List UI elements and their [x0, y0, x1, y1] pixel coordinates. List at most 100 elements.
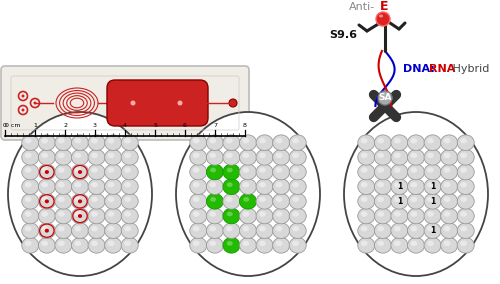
Ellipse shape	[104, 164, 122, 180]
Ellipse shape	[408, 193, 424, 209]
Ellipse shape	[378, 167, 384, 173]
Ellipse shape	[378, 197, 384, 202]
Ellipse shape	[42, 182, 48, 187]
Ellipse shape	[193, 211, 200, 217]
Ellipse shape	[124, 226, 131, 231]
Ellipse shape	[74, 197, 82, 202]
Ellipse shape	[378, 182, 384, 187]
Ellipse shape	[58, 153, 64, 158]
Ellipse shape	[289, 223, 306, 239]
Ellipse shape	[457, 150, 474, 165]
Ellipse shape	[242, 138, 250, 143]
Ellipse shape	[42, 153, 48, 158]
Ellipse shape	[223, 135, 240, 151]
Ellipse shape	[72, 150, 88, 165]
Ellipse shape	[276, 211, 282, 217]
Ellipse shape	[457, 208, 474, 224]
Ellipse shape	[292, 167, 299, 173]
Ellipse shape	[289, 193, 306, 209]
Ellipse shape	[460, 241, 467, 246]
Ellipse shape	[410, 153, 418, 158]
Ellipse shape	[72, 179, 88, 195]
Ellipse shape	[358, 150, 375, 165]
Ellipse shape	[358, 179, 375, 195]
Text: 1: 1	[430, 197, 435, 206]
Ellipse shape	[42, 211, 48, 217]
Text: 2: 2	[63, 123, 67, 128]
Ellipse shape	[78, 170, 82, 174]
Ellipse shape	[240, 179, 256, 195]
Ellipse shape	[240, 208, 256, 224]
Ellipse shape	[444, 226, 450, 231]
Ellipse shape	[55, 208, 72, 224]
Ellipse shape	[457, 223, 474, 239]
Ellipse shape	[223, 223, 240, 239]
Ellipse shape	[440, 208, 458, 224]
Ellipse shape	[408, 135, 424, 151]
Ellipse shape	[104, 135, 122, 151]
Ellipse shape	[91, 167, 98, 173]
Ellipse shape	[223, 208, 240, 224]
Ellipse shape	[440, 164, 458, 180]
Ellipse shape	[25, 182, 32, 187]
Ellipse shape	[410, 241, 418, 246]
Text: 5: 5	[153, 123, 157, 128]
Ellipse shape	[206, 193, 224, 209]
Circle shape	[378, 91, 392, 105]
Ellipse shape	[22, 164, 39, 180]
Ellipse shape	[240, 223, 256, 239]
Ellipse shape	[44, 170, 49, 174]
Ellipse shape	[88, 237, 105, 253]
Ellipse shape	[72, 223, 88, 239]
Ellipse shape	[210, 211, 216, 217]
Ellipse shape	[408, 179, 424, 195]
Ellipse shape	[424, 179, 441, 195]
Ellipse shape	[88, 193, 105, 209]
Ellipse shape	[276, 167, 282, 173]
Ellipse shape	[374, 164, 392, 180]
Ellipse shape	[55, 150, 72, 165]
Ellipse shape	[88, 135, 105, 151]
Ellipse shape	[427, 167, 434, 173]
Text: 1: 1	[33, 123, 37, 128]
Ellipse shape	[193, 226, 200, 231]
Text: E: E	[380, 0, 388, 12]
Text: 6: 6	[183, 123, 187, 128]
Ellipse shape	[378, 138, 384, 143]
Ellipse shape	[391, 179, 408, 195]
Ellipse shape	[427, 211, 434, 217]
Ellipse shape	[121, 150, 138, 165]
Ellipse shape	[88, 208, 105, 224]
Ellipse shape	[391, 135, 408, 151]
Ellipse shape	[72, 135, 88, 151]
Ellipse shape	[292, 153, 299, 158]
Text: Hybrid: Hybrid	[449, 64, 490, 74]
Ellipse shape	[444, 167, 450, 173]
Ellipse shape	[223, 237, 240, 253]
Text: S9.6: S9.6	[329, 30, 357, 40]
Ellipse shape	[25, 197, 32, 202]
Ellipse shape	[210, 226, 216, 231]
Ellipse shape	[358, 135, 375, 151]
Ellipse shape	[292, 182, 299, 187]
Ellipse shape	[58, 226, 64, 231]
Ellipse shape	[240, 164, 256, 180]
Ellipse shape	[226, 197, 232, 202]
Ellipse shape	[460, 138, 467, 143]
Ellipse shape	[38, 150, 56, 165]
Ellipse shape	[256, 223, 273, 239]
Ellipse shape	[358, 237, 375, 253]
Ellipse shape	[289, 208, 306, 224]
Text: SA: SA	[378, 93, 392, 103]
Ellipse shape	[193, 197, 200, 202]
Ellipse shape	[256, 135, 273, 151]
Ellipse shape	[424, 164, 441, 180]
Text: 0 cm: 0 cm	[5, 123, 20, 128]
Ellipse shape	[378, 211, 384, 217]
Ellipse shape	[206, 135, 224, 151]
Ellipse shape	[242, 167, 250, 173]
Ellipse shape	[272, 208, 289, 224]
Ellipse shape	[259, 197, 266, 202]
Ellipse shape	[190, 208, 207, 224]
Ellipse shape	[374, 150, 392, 165]
